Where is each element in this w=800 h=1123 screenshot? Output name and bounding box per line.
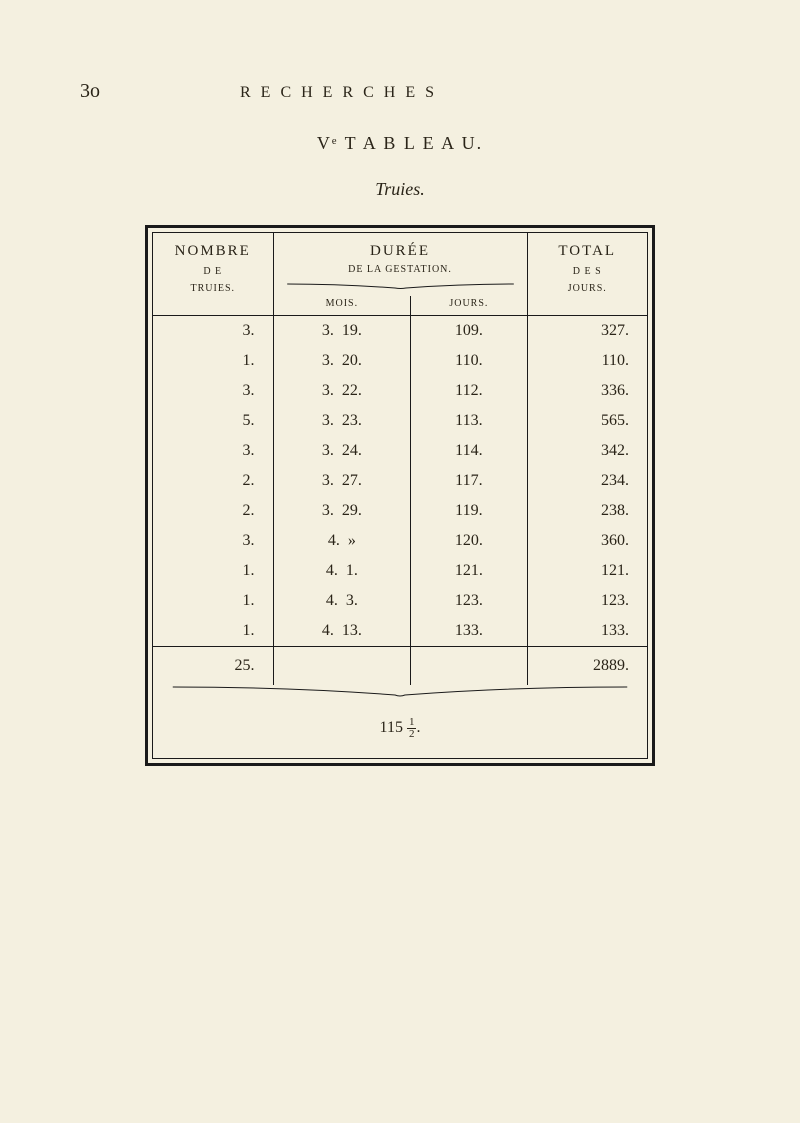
cell-jours: 110. [411, 346, 527, 376]
data-table: NOMBRE D E TRUIES. DURÉE DE LA GESTATION… [153, 233, 647, 758]
cell-jours: 109. [411, 316, 527, 347]
cell-nombre: 3. [153, 526, 273, 556]
cell-jours: 121. [411, 556, 527, 586]
cell-nombre: 1. [153, 616, 273, 647]
col-mois: MOIS. [273, 296, 411, 316]
sum-total: 2889. [527, 647, 647, 686]
cell-total: 565. [527, 406, 647, 436]
cell-mois: 4. » [273, 526, 411, 556]
cell-mois: 3. 24. [273, 436, 411, 466]
cell-total: 336. [527, 376, 647, 406]
col-total-des: D E S [532, 266, 644, 277]
table-row: 5.3. 23.113.565. [153, 406, 647, 436]
tableau-title: Vᵉ T A B L E A U. [100, 133, 700, 154]
table-row: 3.3. 22.112.336. [153, 376, 647, 406]
col-total-jours: JOURS. [532, 283, 644, 294]
average-cell: 115 1 2 . [153, 699, 647, 758]
cell-total: 110. [527, 346, 647, 376]
avg-base: 115 [380, 719, 403, 736]
cell-jours: 133. [411, 616, 527, 647]
brace-icon [274, 282, 527, 296]
table-row: 1.4. 13.133.133. [153, 616, 647, 647]
cell-mois: 4. 1. [273, 556, 411, 586]
cell-jours: 120. [411, 526, 527, 556]
cell-mois: 3. 27. [273, 466, 411, 496]
table-frame: NOMBRE D E TRUIES. DURÉE DE LA GESTATION… [145, 225, 655, 766]
table-row: 1.4. 3.123.123. [153, 586, 647, 616]
col-nombre: NOMBRE [157, 243, 269, 260]
cell-nombre: 3. [153, 316, 273, 347]
cell-total: 327. [527, 316, 647, 347]
sum-nombre: 25. [153, 647, 273, 686]
cell-total: 133. [527, 616, 647, 647]
cell-mois: 4. 13. [273, 616, 411, 647]
cell-nombre: 3. [153, 376, 273, 406]
table-row: 1.3. 20.110.110. [153, 346, 647, 376]
cell-total: 342. [527, 436, 647, 466]
cell-jours: 123. [411, 586, 527, 616]
brace-bottom-icon [153, 685, 647, 699]
cell-nombre: 1. [153, 586, 273, 616]
cell-mois: 3. 29. [273, 496, 411, 526]
cell-mois: 3. 19. [273, 316, 411, 347]
page-number: 3o [80, 80, 100, 103]
cell-nombre: 5. [153, 406, 273, 436]
cell-total: 234. [527, 466, 647, 496]
col-total: TOTAL [532, 243, 644, 260]
col-duree: DURÉE [278, 243, 523, 260]
cell-mois: 3. 23. [273, 406, 411, 436]
cell-nombre: 3. [153, 436, 273, 466]
cell-jours: 114. [411, 436, 527, 466]
cell-total: 238. [527, 496, 647, 526]
table-row: 3.3. 19.109.327. [153, 316, 647, 347]
col-jours: JOURS. [411, 296, 527, 316]
cell-mois: 4. 3. [273, 586, 411, 616]
cell-jours: 113. [411, 406, 527, 436]
cell-jours: 119. [411, 496, 527, 526]
cell-nombre: 1. [153, 556, 273, 586]
cell-jours: 117. [411, 466, 527, 496]
cell-mois: 3. 22. [273, 376, 411, 406]
cell-jours: 112. [411, 376, 527, 406]
col-nombre-de: D E [157, 266, 269, 277]
table-row: 1.4. 1.121.121. [153, 556, 647, 586]
cell-mois: 3. 20. [273, 346, 411, 376]
subtitle: Truies. [100, 179, 700, 200]
col-duree-sub: DE LA GESTATION. [278, 264, 523, 275]
table-row: 3.4. »120.360. [153, 526, 647, 556]
table-row: 2.3. 27.117.234. [153, 466, 647, 496]
table-row: 3.3. 24.114.342. [153, 436, 647, 466]
cell-total: 121. [527, 556, 647, 586]
cell-nombre: 1. [153, 346, 273, 376]
cell-nombre: 2. [153, 466, 273, 496]
cell-nombre: 2. [153, 496, 273, 526]
col-nombre-truies: TRUIES. [157, 283, 269, 294]
table-row: 2.3. 29.119.238. [153, 496, 647, 526]
cell-total: 123. [527, 586, 647, 616]
cell-total: 360. [527, 526, 647, 556]
page-title: R E C H E R C H E S [240, 84, 437, 102]
